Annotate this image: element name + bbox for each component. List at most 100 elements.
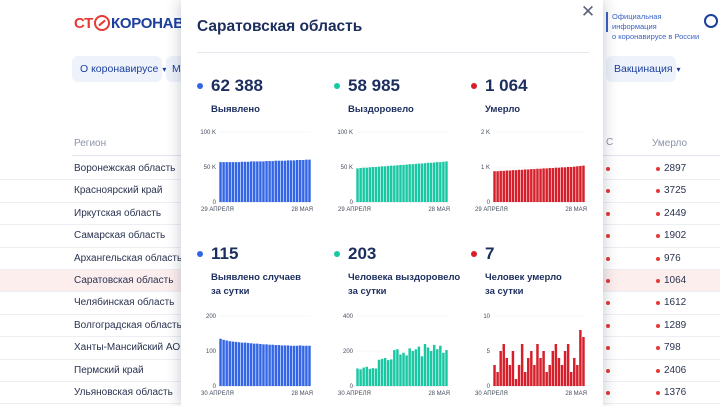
chart-bar[interactable] <box>523 169 527 202</box>
chart-bar[interactable] <box>557 167 561 202</box>
chart-bar[interactable] <box>386 165 390 202</box>
chart-bar[interactable] <box>299 160 302 202</box>
chart-bar[interactable] <box>237 162 241 202</box>
chart-bar[interactable] <box>436 349 439 386</box>
chart-bar[interactable] <box>520 169 524 202</box>
chart-bar[interactable] <box>359 369 362 386</box>
chart-bar[interactable] <box>374 368 378 387</box>
chart-bar[interactable] <box>496 171 499 202</box>
chart-bar[interactable] <box>222 162 225 202</box>
chart-bar[interactable] <box>402 352 405 386</box>
chart-bar[interactable] <box>377 359 381 386</box>
chart-bar[interactable] <box>420 356 424 386</box>
chart-bar[interactable] <box>514 170 518 202</box>
chart-bar[interactable] <box>527 169 530 202</box>
chart-bar[interactable] <box>582 165 585 202</box>
chart-bar[interactable] <box>420 163 424 203</box>
chart-bar[interactable] <box>393 165 396 202</box>
chart-bar[interactable] <box>243 161 247 202</box>
chart-bar[interactable] <box>569 372 573 386</box>
chart-bar[interactable] <box>545 168 548 202</box>
chart-bar[interactable] <box>505 358 509 386</box>
chart-bar[interactable] <box>426 162 430 202</box>
chart-bar[interactable] <box>368 167 372 202</box>
nav-vaccination-dropdown[interactable]: Вакцинация ▾ <box>606 56 681 82</box>
chart-bar[interactable] <box>283 345 287 386</box>
chart-bar[interactable] <box>390 165 393 202</box>
chart-bar[interactable] <box>514 379 518 386</box>
chart-bar[interactable] <box>228 162 231 202</box>
chart-bar[interactable] <box>566 167 570 202</box>
chart-bar[interactable] <box>380 358 384 386</box>
chart-bar[interactable] <box>396 165 399 202</box>
chart-bar[interactable] <box>259 161 262 202</box>
chart-bar[interactable] <box>442 352 445 386</box>
chart-bar[interactable] <box>390 359 393 386</box>
chart-bar[interactable] <box>548 168 551 202</box>
chart-bar[interactable] <box>371 167 375 202</box>
chart-bar[interactable] <box>432 162 436 202</box>
chart-bar[interactable] <box>240 161 244 202</box>
chart-bar[interactable] <box>414 163 418 202</box>
chart-bar[interactable] <box>426 347 430 387</box>
chart-bar[interactable] <box>445 161 448 202</box>
chart-bar[interactable] <box>496 372 499 386</box>
chart-bar[interactable] <box>219 338 222 386</box>
chart-bar[interactable] <box>517 365 521 386</box>
nav-about-dropdown[interactable]: О коронавирусе ▾ <box>72 56 166 82</box>
chart-bar[interactable] <box>222 339 225 386</box>
chart-bar[interactable] <box>417 346 421 386</box>
chart-bar[interactable] <box>414 349 418 386</box>
chart-bar[interactable] <box>405 355 408 386</box>
chart-bar[interactable] <box>551 168 555 202</box>
chart-bar[interactable] <box>493 365 496 386</box>
chart-bar[interactable] <box>411 164 414 202</box>
chart-bar[interactable] <box>368 368 372 386</box>
chart-bar[interactable] <box>408 348 411 386</box>
chart-bar[interactable] <box>299 345 302 386</box>
chart-bar[interactable] <box>554 344 558 386</box>
chart-bar[interactable] <box>246 342 250 386</box>
chart-bar[interactable] <box>225 340 228 387</box>
chart-bar[interactable] <box>563 351 567 386</box>
chart-bar[interactable] <box>569 167 573 202</box>
chart-bar[interactable] <box>365 366 368 386</box>
chart-bar[interactable] <box>408 164 411 202</box>
column-header-region[interactable]: Регион <box>74 138 107 149</box>
chart-bar[interactable] <box>560 365 564 386</box>
chart-bar[interactable] <box>499 170 502 202</box>
chart-bar[interactable] <box>246 161 250 202</box>
chart-bar[interactable] <box>231 162 235 202</box>
chart-bar[interactable] <box>289 160 293 202</box>
chart-bar[interactable] <box>502 170 505 202</box>
chart-bar[interactable] <box>423 163 427 202</box>
chart-bar[interactable] <box>383 166 387 202</box>
chart-bar[interactable] <box>286 345 290 386</box>
chart-bar[interactable] <box>508 170 512 203</box>
chart-bar[interactable] <box>576 166 579 202</box>
chart-bar[interactable] <box>536 168 539 202</box>
chart-bar[interactable] <box>557 358 561 386</box>
chart-bar[interactable] <box>493 171 496 202</box>
chart-bar[interactable] <box>302 345 305 386</box>
chart-bar[interactable] <box>560 167 564 202</box>
chart-bar[interactable] <box>436 162 439 202</box>
chart-bar[interactable] <box>240 342 244 386</box>
chart-bar[interactable] <box>249 343 253 386</box>
chart-bar[interactable] <box>365 167 368 202</box>
chart-bar[interactable] <box>305 345 308 386</box>
chart-bar[interactable] <box>362 367 365 386</box>
site-logo[interactable]: СТ КОРОНАВИ <box>74 10 195 36</box>
chart-bar[interactable] <box>286 160 290 202</box>
chart-bar[interactable] <box>268 344 271 386</box>
chart-bar[interactable] <box>356 368 359 387</box>
chart-bar[interactable] <box>271 344 274 386</box>
chart-bar[interactable] <box>542 351 545 386</box>
chart-bar[interactable] <box>551 351 555 386</box>
chart-bar[interactable] <box>377 166 381 202</box>
chart-bar[interactable] <box>374 167 378 202</box>
chart-bar[interactable] <box>511 351 515 386</box>
chart-bar[interactable] <box>256 343 259 386</box>
chart-bar[interactable] <box>265 161 268 202</box>
chart-bar[interactable] <box>228 341 231 386</box>
